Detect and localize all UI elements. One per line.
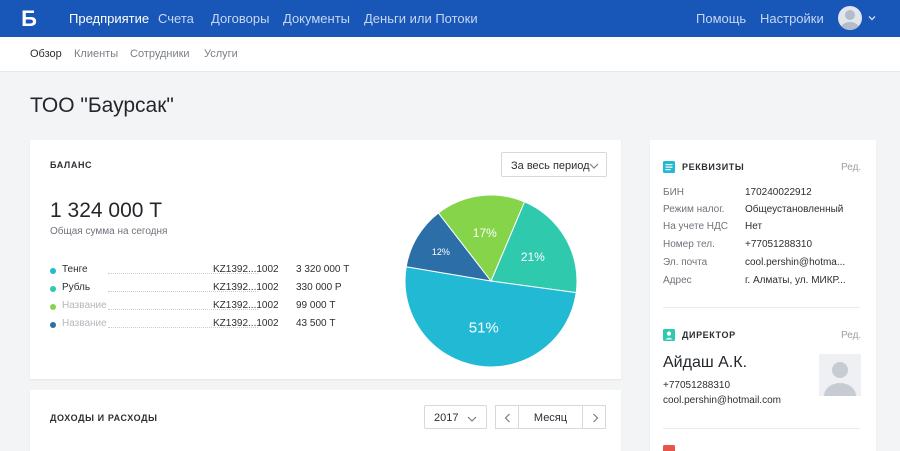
account-number: KZ1392...1002 — [213, 318, 279, 329]
pie-slice-label: 21% — [521, 250, 545, 264]
year-dropdown-label: 2017 — [434, 412, 459, 424]
dotted-leader — [108, 273, 258, 274]
nav-item-documents[interactable]: Документы — [283, 11, 351, 26]
top-navigation-bar: Б Предприятие Счета Договоры Документы Д… — [0, 0, 900, 37]
brand-logo-icon[interactable]: Б — [18, 7, 40, 30]
balance-pie-chart: 21% 51% 12% 17% — [404, 194, 578, 368]
nav-item-contracts[interactable]: Договоры — [211, 11, 270, 26]
account-name: Название — [62, 300, 107, 311]
user-avatar[interactable] — [838, 6, 862, 30]
year-dropdown[interactable]: 2017 — [424, 405, 487, 429]
account-name: Название — [62, 318, 107, 329]
account-name: Тенге — [62, 264, 88, 275]
chevron-left-icon — [504, 413, 510, 423]
settings-link[interactable]: Настройки — [760, 11, 824, 26]
person-badge-icon — [663, 329, 675, 341]
legend-dot-icon — [50, 322, 56, 328]
next-period-button[interactable] — [582, 405, 606, 429]
requisite-key: Эл. почта — [663, 257, 708, 268]
account-amount: 99 000 Т — [296, 300, 336, 311]
edit-director-link[interactable]: Ред. — [841, 330, 862, 341]
account-row[interactable]: Рубль KZ1392...1002 330 000 Р — [50, 282, 370, 296]
section-divider — [663, 307, 860, 308]
account-number: KZ1392...1002 — [213, 264, 279, 275]
account-number: KZ1392...1002 — [213, 300, 279, 311]
account-row[interactable]: Название KZ1392...1002 43 500 Т — [50, 318, 370, 332]
document-list-icon — [663, 161, 675, 173]
period-selector-label: Месяц — [533, 412, 568, 424]
pie-slice-label: 51% — [469, 320, 499, 337]
requisite-value: Нет — [745, 221, 763, 232]
account-amount: 43 500 Т — [296, 318, 336, 329]
chevron-down-icon — [467, 416, 477, 422]
account-amount: 3 320 000 Т — [296, 264, 350, 275]
section-icon — [663, 445, 675, 451]
requisite-value: 170240022912 — [745, 187, 812, 198]
balance-section-label: БАЛАНС — [50, 160, 93, 170]
requisite-value: +77051288310 — [745, 239, 813, 250]
requisite-key: Номер тел. — [663, 239, 715, 250]
director-email: cool.pershin@hotmail.com — [663, 395, 781, 406]
requisite-value: г. Алматы, ул. МИКР... — [745, 275, 846, 286]
account-name: Рубль — [62, 282, 91, 293]
chevron-right-icon — [593, 413, 599, 423]
requisites-section-label: РЕКВИЗИТЫ — [682, 162, 745, 172]
income-section-label: ДОХОДЫ И РАСХОДЫ — [50, 413, 158, 423]
director-name: Айдаш А.К. — [663, 354, 748, 371]
period-dropdown-label: За весь период — [511, 160, 590, 172]
period-dropdown[interactable]: За весь период — [501, 152, 607, 177]
tab-clients[interactable]: Клиенты — [74, 48, 119, 60]
pie-slice-label: 17% — [473, 226, 497, 240]
user-silhouette-icon — [840, 10, 860, 30]
legend-dot-icon — [50, 268, 56, 274]
nav-item-enterprise[interactable]: Предприятие — [69, 11, 150, 26]
previous-period-button[interactable] — [495, 405, 519, 429]
pie-slice[interactable] — [490, 201, 578, 294]
period-selector[interactable]: Месяц — [518, 405, 583, 429]
balance-total: 1 324 000 Т — [50, 199, 163, 222]
balance-total-caption: Общая сумма на сегодня — [50, 226, 168, 237]
chevron-down-icon — [589, 163, 599, 169]
pie-slice[interactable] — [405, 212, 493, 282]
account-amount: 330 000 Р — [296, 282, 342, 293]
director-section-label: ДИРЕКТОР — [682, 330, 736, 340]
requisite-value: cool.pershin@hotma... — [745, 257, 846, 268]
tab-services[interactable]: Услуги — [204, 48, 238, 60]
account-number: KZ1392...1002 — [213, 282, 279, 293]
requisite-key: БИН — [663, 187, 684, 198]
dotted-leader — [108, 327, 258, 328]
dotted-leader — [108, 291, 258, 292]
help-link[interactable]: Помощь — [696, 11, 747, 26]
legend-dot-icon — [50, 304, 56, 310]
pie-slice[interactable] — [404, 266, 577, 368]
account-row[interactable]: Название KZ1392...1002 99 000 Т — [50, 300, 370, 314]
requisite-value: Общеустановленный — [745, 204, 844, 215]
company-details-card — [650, 140, 876, 451]
svg-text:Б: Б — [21, 7, 37, 30]
nav-item-accounts[interactable]: Счета — [158, 11, 194, 26]
pie-slice[interactable] — [437, 194, 526, 282]
nav-item-money-flows[interactable]: Деньги или Потоки — [364, 11, 478, 26]
page-title: ТОО "Баурсак" — [30, 94, 174, 117]
account-row[interactable]: Тенге KZ1392...1002 3 320 000 Т — [50, 264, 370, 278]
dotted-leader — [108, 309, 258, 310]
tab-overview[interactable]: Обзор — [30, 48, 62, 60]
user-silhouette-icon — [824, 362, 856, 396]
director-photo — [819, 354, 861, 396]
chevron-down-icon[interactable] — [866, 12, 878, 24]
requisite-key: Адрес — [663, 275, 692, 286]
legend-dot-icon — [50, 286, 56, 292]
tab-employees[interactable]: Сотрудники — [130, 48, 190, 60]
requisite-key: Режим налог. — [663, 204, 725, 215]
pie-slice-label: 12% — [432, 247, 450, 257]
requisite-key: На учете НДС — [663, 221, 729, 232]
section-divider — [663, 428, 860, 429]
edit-requisites-link[interactable]: Ред. — [841, 162, 862, 173]
director-phone: +77051288310 — [663, 380, 731, 391]
section-tabs: Обзор Клиенты Сотрудники Услуги — [0, 37, 900, 72]
